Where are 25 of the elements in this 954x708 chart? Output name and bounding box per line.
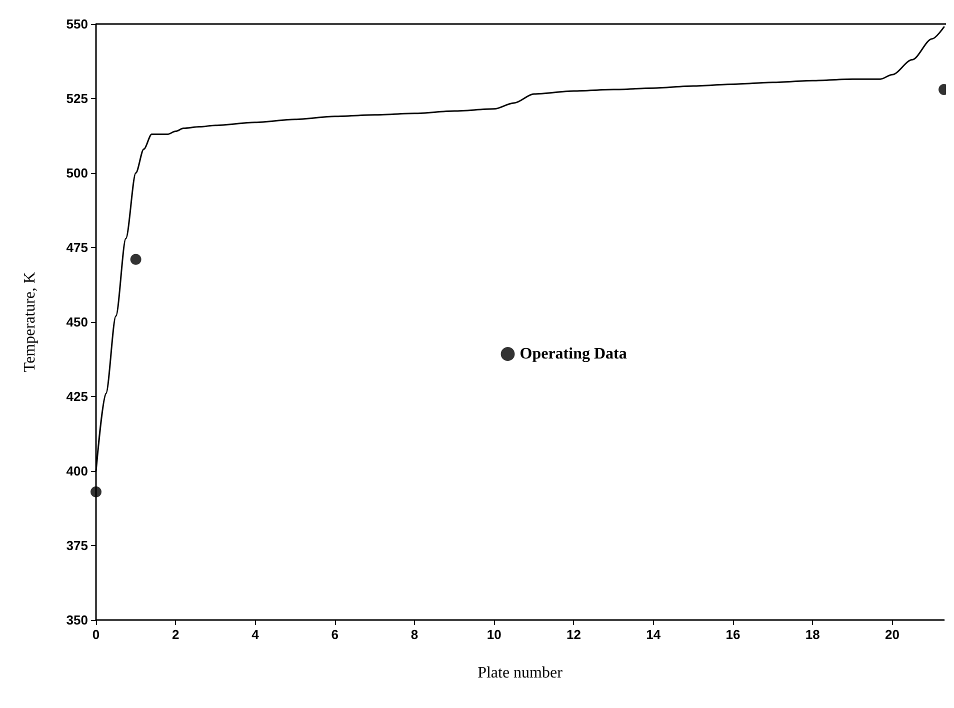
y-axis-title: Temperature, K [22,271,38,372]
y-tick-label: 475 [66,240,88,255]
legend-label: Operating Data [520,346,627,362]
x-tick-label: 18 [805,627,820,642]
x-tick-label: 16 [726,627,740,642]
x-tick-label: 0 [92,627,100,642]
point [90,486,102,498]
y-tick-label: 550 [66,16,88,32]
y-tick-label: 350 [66,612,88,628]
x-tick-label: 20 [885,627,900,642]
x-tick-label: 10 [486,627,502,642]
y-tick-label: 525 [66,91,88,106]
x-axis-title: Plate number [478,664,564,682]
x-tick-label: 4 [252,627,260,642]
y-tick-label: 375 [66,538,88,553]
x-tick-label: 14 [646,627,662,642]
x-tick-label: 2 [172,627,180,642]
x-tick-label: 6 [331,627,338,642]
x-tick-label: 12 [566,627,581,642]
x-tick-label: 8 [410,627,418,642]
point [130,254,142,265]
y-tick-label: 500 [66,166,88,180]
y-tick-label: 425 [66,389,88,404]
y-tick-label: 400 [66,464,88,478]
y-tick-label: 450 [66,314,88,330]
